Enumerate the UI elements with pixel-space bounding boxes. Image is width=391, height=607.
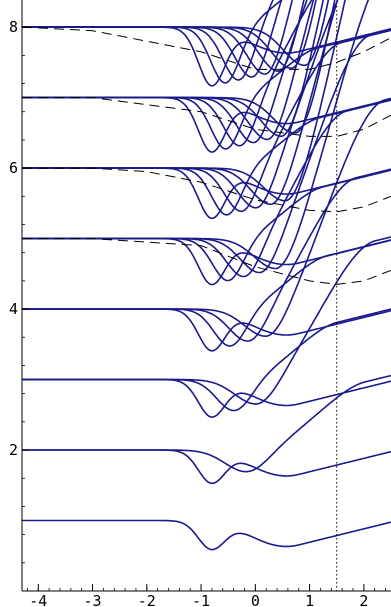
x-tick-label: 2: [359, 592, 368, 607]
x-tick-label: 0: [251, 592, 260, 607]
series-line: [22, 0, 346, 202]
x-tick-label: -4: [29, 592, 47, 607]
series-line: [22, 29, 391, 274]
series-line: [22, 0, 370, 270]
x-tick-label: -2: [138, 592, 156, 607]
series-line: [22, 0, 336, 134]
series-line: [22, 0, 325, 137]
series-line: [22, 236, 391, 405]
dashed-curves: [21, 26, 391, 285]
series-line: [22, 167, 391, 220]
y-tick-label: 4: [9, 300, 18, 318]
series-line: [22, 0, 308, 144]
series-line: [22, 237, 391, 286]
y-tick-label: 8: [9, 18, 18, 36]
series-line: [22, 374, 391, 473]
x-tick-label: -1: [192, 592, 210, 607]
dashed-curve: [22, 97, 391, 137]
chart-curves: [22, 0, 391, 551]
series-line: [22, 308, 391, 352]
dashed-curve: [22, 167, 391, 213]
dashed-curve: [22, 238, 391, 285]
series-line: [22, 449, 391, 485]
series-line: [22, 0, 305, 72]
dashed-curve: [21, 26, 391, 70]
y-ticks: 2 4 6 8: [9, 18, 29, 564]
series-line: [22, 0, 313, 147]
x-ticks: -4 -3 -2 -1 0 1 2: [27, 584, 386, 607]
y-tick-label: 6: [9, 159, 18, 177]
series-line: [22, 97, 391, 337]
series-line: [22, 0, 330, 67]
x-tick-label: 1: [305, 592, 314, 607]
y-tick-label: 2: [9, 441, 18, 459]
series-line: [22, 26, 391, 87]
series-line: [22, 0, 294, 75]
x-tick-label: -3: [84, 592, 102, 607]
series-line: [22, 519, 391, 551]
